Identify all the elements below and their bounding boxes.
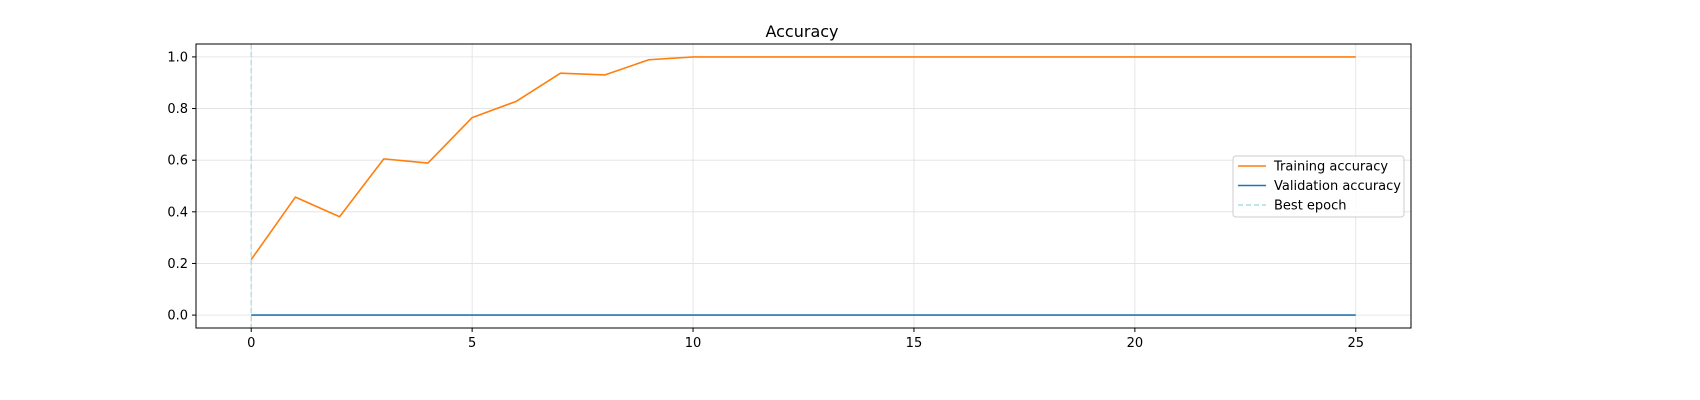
series-line-0 (250, 56, 1356, 261)
y-tick-label-5: 1.0 (167, 50, 188, 65)
y-tick-label-3: 0.6 (167, 154, 188, 169)
legend-entry-best-epoch-label: Best epoch (1274, 199, 1347, 214)
y-tick-label-2: 0.4 (167, 205, 188, 220)
axis-ticks: 0 5 10 15 20 25 0.0 0.2 0.4 0.6 0.8 1.0 (167, 50, 1364, 351)
legend-box (1232, 155, 1405, 218)
y-tick-label-4: 0.8 (167, 102, 188, 117)
x-tick-label-2: 10 (685, 336, 702, 351)
chart-title: Accuracy (765, 22, 838, 41)
legend-entry-0-label: Training accuracy (1273, 160, 1388, 175)
plot-frame (195, 43, 1412, 329)
y-tick-label-1: 0.2 (167, 257, 188, 272)
x-tick-label-1: 5 (468, 336, 476, 351)
x-tick-label-3: 15 (906, 336, 923, 351)
x-tick-label-4: 20 (1127, 336, 1144, 351)
legend-entry-1-label: Validation accuracy (1274, 179, 1401, 194)
legend: Training accuracy Validation accuracy Best… (1232, 155, 1405, 218)
series-lines (250, 56, 1356, 316)
y-tick-label-0: 0.0 (167, 309, 188, 324)
grid-lines (196, 44, 1411, 328)
x-tick-label-5: 25 (1347, 336, 1364, 351)
x-tick-label-0: 0 (247, 336, 255, 351)
